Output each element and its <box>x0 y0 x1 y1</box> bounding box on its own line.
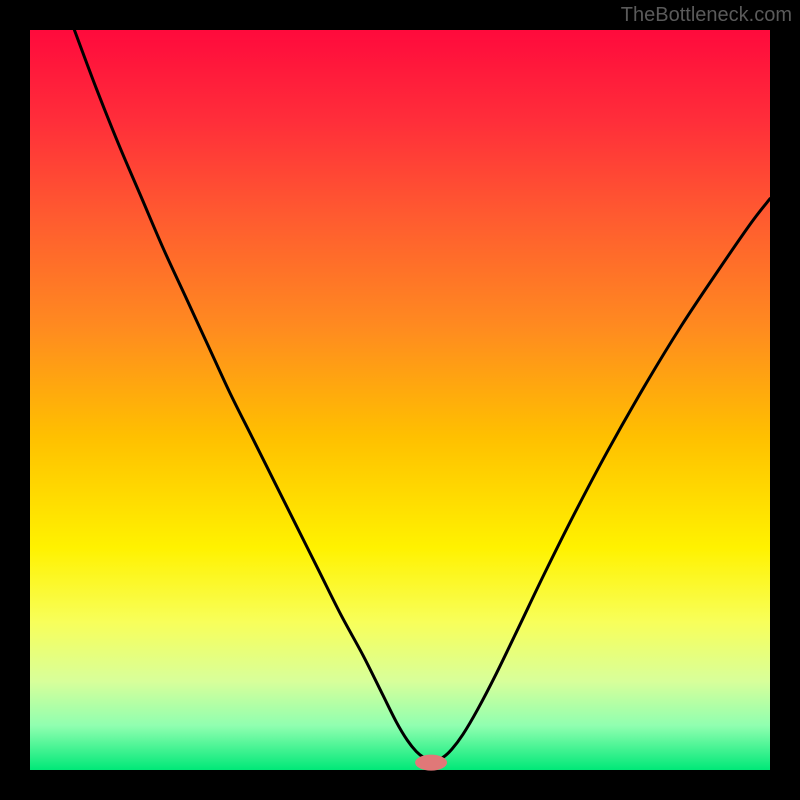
chart-svg <box>0 0 800 800</box>
plot-background <box>30 30 770 770</box>
minimum-marker <box>415 755 447 771</box>
watermark-text: TheBottleneck.com <box>621 4 792 27</box>
chart-container: TheBottleneck.com <box>0 0 800 800</box>
